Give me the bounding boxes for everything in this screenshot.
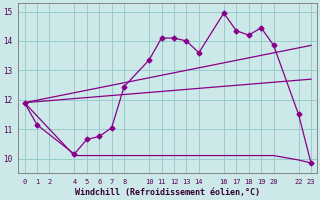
X-axis label: Windchill (Refroidissement éolien,°C): Windchill (Refroidissement éolien,°C) — [75, 188, 260, 197]
